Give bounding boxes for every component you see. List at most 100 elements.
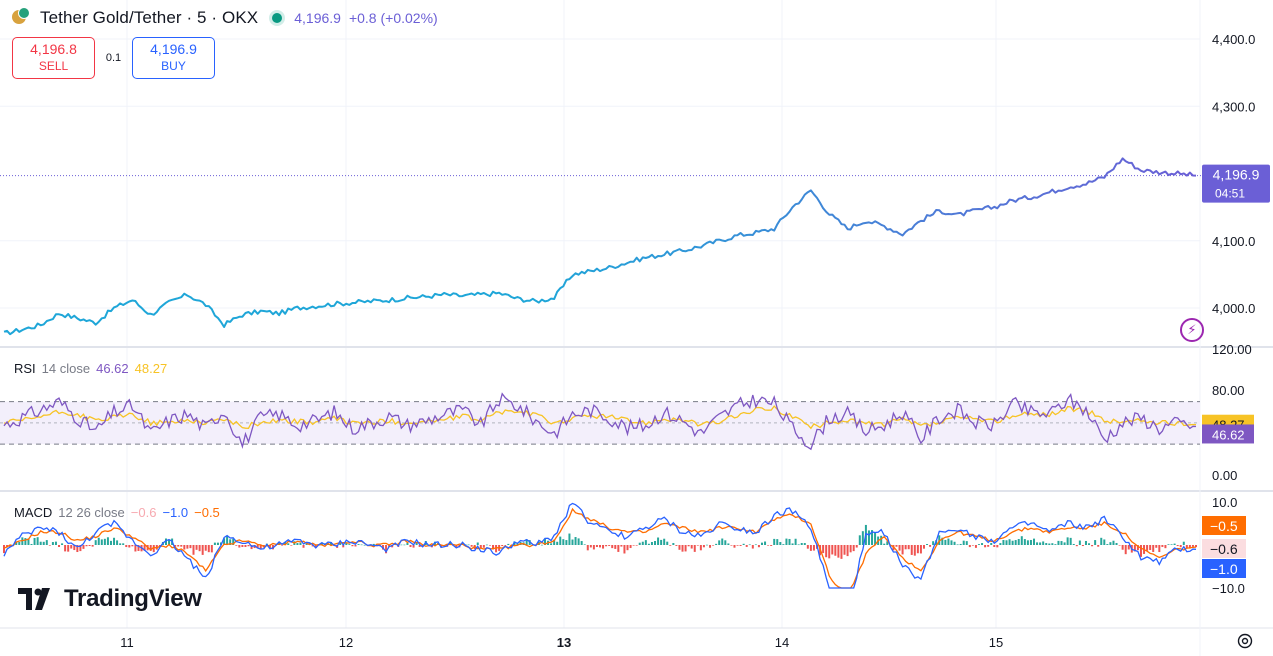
- macd-histogram-bar: [39, 541, 42, 545]
- macd-histogram-bar: [470, 545, 473, 547]
- macd-histogram-bar: [1091, 545, 1094, 547]
- macd-line-badge-value: −1.0: [1210, 561, 1238, 577]
- macd-histogram-bar: [681, 545, 684, 552]
- macd-histogram-bar: [45, 540, 48, 545]
- macd-histogram-bar: [880, 535, 883, 545]
- macd-histogram-bar: [837, 545, 840, 558]
- last-price: 4,196.9: [294, 10, 341, 26]
- macd-histogram-bar: [718, 540, 721, 545]
- macd-histogram-bar: [855, 545, 858, 548]
- macd-histogram-bar: [1139, 545, 1142, 557]
- macd-tick-label: 10.0: [1212, 495, 1237, 510]
- macd-histogram-bar: [320, 542, 323, 545]
- macd-histogram-bar: [177, 545, 180, 547]
- macd-histogram-bar: [504, 545, 507, 546]
- macd-histogram-bar: [540, 544, 543, 546]
- macd-histogram-bar: [91, 545, 94, 547]
- macd-hist-value: −0.6: [130, 505, 157, 520]
- symbol-title[interactable]: Tether Gold/Tether · 5 · OKX: [40, 8, 259, 27]
- macd-histogram-bar: [577, 538, 580, 545]
- macd-histogram-bar: [168, 540, 171, 545]
- macd-histogram-bar: [580, 541, 583, 545]
- macd-histogram-bar: [822, 545, 825, 554]
- macd-histogram-bar: [592, 545, 595, 550]
- rsi-legend[interactable]: RSI 14 close 46.62 48.27: [14, 361, 167, 376]
- macd-histogram-bar: [152, 545, 155, 553]
- macd-histogram-bar: [956, 544, 959, 546]
- macd-histogram-bar: [1170, 544, 1173, 545]
- time-label: 12: [339, 635, 353, 650]
- macd-histogram-bar: [1051, 543, 1054, 545]
- macd-histogram-bar: [1100, 537, 1103, 545]
- sell-button[interactable]: 4,196.8 SELL: [12, 37, 95, 79]
- macd-histogram-bar: [33, 537, 36, 545]
- lightning-icon[interactable]: ⚡: [1180, 318, 1204, 342]
- macd-histogram-bar: [1039, 542, 1042, 545]
- macd-params: 12 26 close: [58, 505, 125, 520]
- macd-histogram-bar: [883, 543, 886, 545]
- macd-histogram-bar: [388, 545, 391, 547]
- macd-signal-line[interactable]: [3, 507, 1197, 589]
- macd-histogram-bar: [840, 545, 843, 559]
- macd-histogram-bar: [186, 545, 189, 549]
- macd-histogram-bar: [1191, 545, 1194, 547]
- macd-legend[interactable]: MACD 12 26 close −0.6 −1.0 −0.5: [14, 505, 220, 520]
- macd-histogram-bar: [415, 542, 418, 545]
- macd-histogram-bar: [553, 539, 556, 545]
- macd-histogram-bar: [684, 545, 687, 552]
- macd-histogram-bar: [932, 541, 935, 545]
- macd-histogram-bar: [733, 545, 736, 548]
- spread-value: 0.1: [105, 52, 122, 64]
- macd-histogram-bar: [1002, 540, 1005, 545]
- macd-histogram-bar: [962, 540, 965, 545]
- macd-histogram-bar: [1057, 540, 1060, 545]
- macd-line[interactable]: [3, 502, 1197, 589]
- tether-gold-coin-icon[interactable]: [10, 7, 32, 29]
- buy-button[interactable]: 4,196.9 BUY: [132, 37, 215, 79]
- macd-histogram-bar: [950, 540, 953, 545]
- macd-histogram-bar: [232, 538, 235, 545]
- macd-histogram-bar: [1008, 539, 1011, 545]
- macd-histogram-bar: [825, 545, 828, 558]
- macd-histogram-bar: [155, 545, 158, 550]
- macd-histogram-bar: [449, 542, 452, 545]
- series-lines: [0, 157, 1202, 589]
- macd-histogram-bar: [287, 543, 290, 545]
- macd-histogram-bar: [268, 545, 271, 549]
- tradingview-logo[interactable]: TradingView: [18, 585, 202, 613]
- macd-histogram-bar: [345, 542, 348, 545]
- macd-histogram-bar: [1106, 544, 1109, 545]
- price-badges: 4,196.904:5148.2746.62−0.5−0.6−1.0: [1202, 164, 1270, 578]
- sell-price: 4,196.8: [30, 41, 77, 57]
- macd-histogram-bar: [987, 545, 990, 547]
- macd-histogram-bar: [938, 535, 941, 545]
- macd-histogram-bar: [861, 531, 864, 545]
- macd-histogram-bar: [1054, 544, 1057, 545]
- time-label: 15: [989, 635, 1003, 650]
- market-open-icon[interactable]: [272, 13, 283, 23]
- macd-histogram-bar: [614, 545, 617, 549]
- macd-histogram-bar: [122, 543, 125, 545]
- price-line[interactable]: [3, 157, 1197, 336]
- macd-histogram-bar: [284, 542, 287, 545]
- macd-signal-badge: [1202, 516, 1246, 535]
- macd-histogram-bar: [1124, 545, 1127, 555]
- macd-histogram-bar: [492, 545, 495, 550]
- macd-histogram-bar: [1036, 542, 1039, 545]
- macd-histogram-bar: [550, 543, 553, 545]
- macd-name: MACD: [14, 505, 53, 520]
- macd-histogram-bar: [1133, 545, 1136, 552]
- macd-histogram-bar: [314, 545, 317, 548]
- macd-line-badge: [1202, 559, 1246, 578]
- rsi-line[interactable]: [3, 392, 1197, 451]
- macd-histogram-bar: [705, 544, 708, 546]
- macd-histogram-bar: [485, 544, 488, 546]
- macd-hist-badge: [1202, 539, 1246, 558]
- rsi-name: RSI: [14, 361, 36, 376]
- settings-gear-icon[interactable]: [1236, 632, 1254, 650]
- macd-histogram-bar: [174, 545, 177, 547]
- macd-histogram-bar: [9, 545, 12, 548]
- rsi-ma-line[interactable]: [3, 405, 1197, 430]
